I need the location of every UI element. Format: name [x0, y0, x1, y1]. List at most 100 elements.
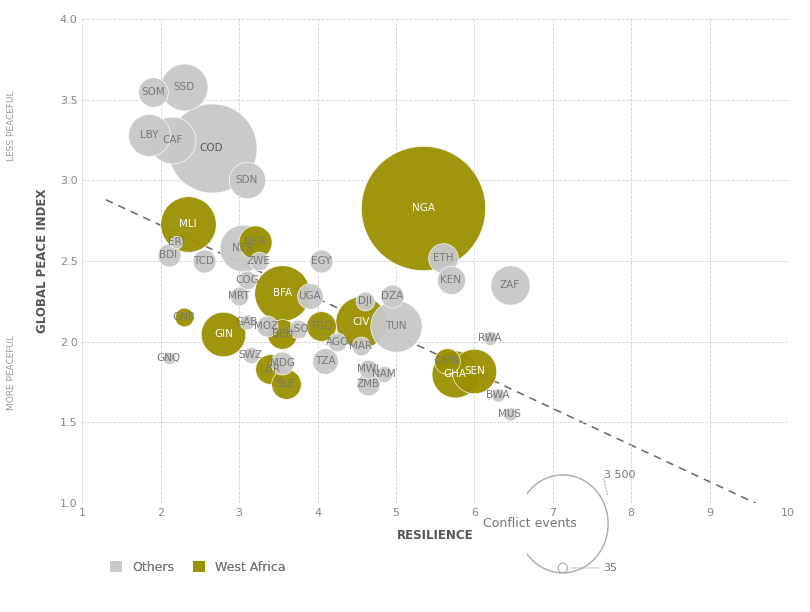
Point	[162, 353, 175, 363]
Text: AGO: AGO	[326, 337, 349, 346]
Point	[275, 288, 288, 298]
Text: KEN: KEN	[441, 275, 462, 285]
X-axis label: RESILIENCE: RESILIENCE	[397, 529, 474, 542]
Point	[147, 87, 160, 97]
Text: BWA: BWA	[486, 390, 509, 400]
Point	[315, 256, 328, 266]
Text: NGA: NGA	[411, 203, 435, 213]
Point	[354, 318, 367, 327]
Point	[492, 390, 505, 400]
Point	[362, 364, 375, 374]
Text: BFA: BFA	[273, 288, 292, 298]
Text: Conflict events: Conflict events	[484, 517, 578, 531]
Point	[198, 256, 211, 266]
Point	[217, 329, 230, 338]
Text: TZA: TZA	[315, 356, 335, 366]
Text: GIN: GIN	[214, 329, 232, 338]
Text: MWI: MWI	[357, 364, 380, 374]
Point	[275, 329, 288, 338]
Text: DJI: DJI	[357, 296, 372, 306]
Point	[437, 253, 450, 263]
Text: NER: NER	[244, 237, 266, 247]
Point	[315, 321, 328, 330]
Text: SWZ: SWZ	[239, 349, 263, 359]
Text: MLI: MLI	[179, 219, 197, 229]
Point	[279, 379, 292, 389]
Point	[358, 296, 371, 306]
Legend: Others, West Africa: Others, West Africa	[109, 561, 286, 574]
Text: COG: COG	[235, 275, 259, 285]
Point	[166, 135, 179, 145]
Point	[503, 280, 516, 290]
Text: RWA: RWA	[478, 334, 501, 343]
Text: MORE PEACEFUL: MORE PEACEFUL	[7, 335, 16, 410]
Point	[503, 409, 516, 419]
Text: SSD: SSD	[173, 82, 195, 92]
Text: ERI: ERI	[168, 237, 185, 247]
Point	[260, 321, 273, 330]
Text: GMB: GMB	[435, 356, 459, 366]
Text: SLE: SLE	[277, 379, 296, 389]
Text: LBR: LBR	[261, 364, 280, 374]
Point	[205, 143, 218, 153]
Point	[177, 82, 190, 92]
Point	[362, 379, 375, 389]
Text: 3 500: 3 500	[603, 470, 635, 480]
Text: MUS: MUS	[498, 409, 521, 419]
Text: COD: COD	[200, 143, 224, 153]
Point	[441, 356, 454, 366]
Text: LBY: LBY	[139, 130, 158, 140]
Point	[264, 364, 277, 374]
Point	[143, 130, 156, 140]
Point	[354, 341, 367, 351]
Text: BDI: BDI	[160, 250, 177, 259]
Text: 35: 35	[603, 563, 617, 573]
Point	[170, 237, 183, 247]
Point	[232, 291, 245, 301]
Point	[162, 250, 175, 259]
Point	[390, 321, 403, 330]
Text: ZWE: ZWE	[247, 256, 271, 266]
Point	[275, 357, 288, 367]
Point	[330, 337, 343, 346]
Point	[417, 203, 430, 212]
Point	[252, 256, 265, 266]
Text: MRT: MRT	[228, 291, 249, 302]
Text: GHA: GHA	[443, 369, 467, 379]
Text: MAR: MAR	[349, 341, 373, 351]
Text: MOZ: MOZ	[254, 321, 279, 330]
Text: GNQ: GNQ	[156, 353, 181, 363]
Point	[241, 318, 254, 327]
Text: TUN: TUN	[386, 321, 407, 330]
Point	[249, 237, 262, 247]
Text: TCD: TCD	[194, 256, 215, 266]
Point	[241, 275, 254, 285]
Text: NER: NER	[232, 243, 254, 253]
Text: LSO: LSO	[288, 324, 309, 334]
Point	[245, 349, 258, 359]
Text: SEN: SEN	[464, 365, 484, 376]
Text: ZMB: ZMB	[357, 379, 380, 389]
Point	[445, 275, 458, 285]
Point	[237, 243, 249, 253]
Point	[386, 291, 399, 301]
Text: CAF: CAF	[162, 135, 182, 145]
Text: LESS PEACEFUL: LESS PEACEFUL	[7, 90, 16, 161]
Text: MDG: MDG	[270, 357, 295, 368]
Point	[177, 313, 190, 323]
Text: ETH: ETH	[433, 253, 454, 263]
Point	[468, 366, 481, 376]
Text: GNB: GNB	[173, 313, 196, 323]
Point	[292, 324, 305, 334]
Point	[484, 334, 497, 343]
Y-axis label: GLOBAL PEACE INDEX: GLOBAL PEACE INDEX	[36, 188, 49, 333]
Text: BEN: BEN	[271, 329, 293, 338]
Point	[377, 369, 390, 379]
Text: CIV: CIV	[352, 317, 369, 327]
Point	[241, 176, 254, 185]
Text: SOM: SOM	[141, 86, 164, 97]
Text: SDN: SDN	[236, 175, 258, 185]
Text: DZA: DZA	[381, 291, 403, 302]
Text: UGA: UGA	[298, 291, 321, 302]
Point	[448, 369, 461, 379]
